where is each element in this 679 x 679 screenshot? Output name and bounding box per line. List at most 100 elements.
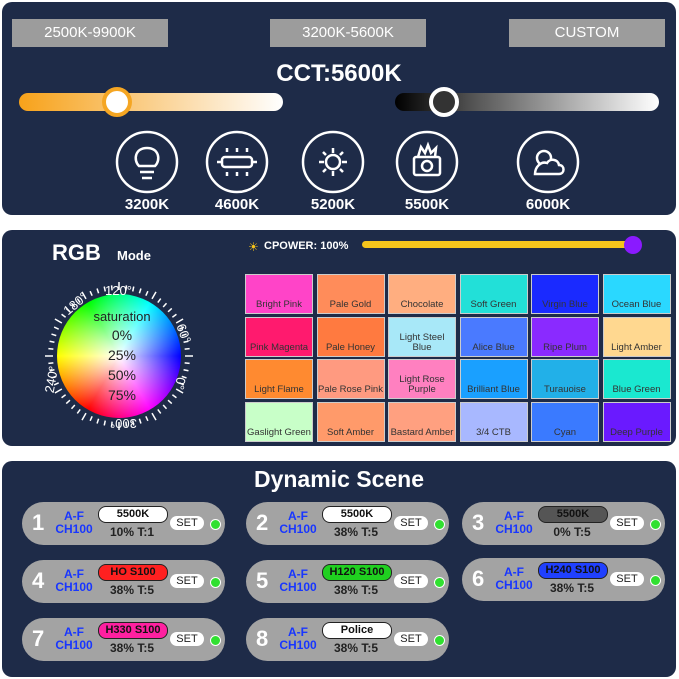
scene-info: 38% T:5	[109, 583, 155, 597]
wheel-ticks	[45, 282, 193, 430]
scene-index: 4	[32, 568, 45, 593]
color-swatch[interactable]: Ripe Plum	[531, 316, 599, 357]
wheel-tick	[96, 288, 100, 294]
scene-index: 6	[472, 566, 485, 591]
wheel-tick	[61, 313, 67, 318]
status-dot	[434, 635, 445, 646]
scene-info: 38% T:5	[549, 581, 595, 595]
scene-channel: CH100	[279, 522, 317, 536]
slider-knob[interactable]	[429, 87, 459, 117]
color-swatch[interactable]: Pale Honey	[316, 316, 385, 357]
wheel-tick	[175, 388, 184, 394]
rgb-panel: RGB Mode ☀ CPOWER: 100% saturation 0% 25…	[2, 230, 676, 446]
color-swatch[interactable]: Bastard Amber	[388, 401, 456, 442]
color-swatch[interactable]: Pink Magenta	[245, 316, 313, 357]
angle-label: 300°	[110, 416, 137, 431]
color-swatch[interactable]: Bright Pink	[245, 274, 313, 314]
set-button[interactable]: SET	[394, 516, 428, 530]
dynamic-title: Dynamic Scene	[253, 466, 425, 492]
scene-tag: Police	[322, 622, 392, 639]
scene-range: A-F	[64, 625, 84, 639]
color-swatch[interactable]: Light Flame	[245, 359, 313, 399]
sat-level: 50%	[107, 367, 137, 383]
set-button[interactable]: SET	[394, 632, 428, 646]
scene-tag: 5500K	[98, 506, 168, 523]
wheel-tick	[81, 412, 87, 421]
cpower-knob[interactable]	[624, 236, 642, 254]
preset-label: 5500K	[404, 196, 450, 213]
wheel-tick	[183, 340, 189, 344]
wheel-tick	[76, 408, 81, 414]
color-swatch[interactable]: Alice Blue	[459, 316, 528, 357]
color-swatch[interactable]: Brilliant Blue	[459, 359, 528, 399]
color-swatch[interactable]: Soft Amber	[316, 401, 385, 442]
brightness-slider[interactable]	[395, 93, 659, 111]
color-swatch[interactable]: Deep Purple	[602, 401, 671, 442]
tab[interactable]: CUSTOM	[509, 19, 665, 47]
scene-info: 10% T:1	[109, 525, 155, 539]
scene-card[interactable]: 7 A-F CH100 H330 S100 38% T:5 SET	[22, 618, 225, 661]
wheel-tick	[162, 302, 168, 308]
color-swatch[interactable]: Cyan	[531, 401, 599, 442]
color-swatch[interactable]: Light Steel Blue	[388, 316, 456, 357]
scene-card[interactable]: 1 A-F CH100 5500K 10% T:1 SET	[22, 502, 225, 545]
cpower-slider[interactable]	[362, 241, 634, 248]
set-button[interactable]: SET	[170, 632, 204, 646]
tab[interactable]: 3200K-5600K	[270, 19, 426, 47]
set-button[interactable]: SET	[610, 516, 644, 530]
scene-channel: CH100	[55, 522, 93, 536]
set-button[interactable]: SET	[394, 574, 428, 588]
wheel-tick	[89, 415, 93, 422]
slider-knob[interactable]	[102, 87, 132, 117]
scene-card[interactable]: 4 A-F CH100 HO S100 38% T:5 SET	[22, 560, 225, 603]
wheel-tick	[70, 404, 76, 410]
color-swatch[interactable]: Soft Green	[459, 274, 528, 314]
wheel-tick	[51, 333, 57, 337]
angle-label: 0°	[171, 376, 189, 391]
scene-index: 8	[256, 626, 269, 651]
color-swatch[interactable]: Light Rose Purple	[388, 359, 456, 399]
wheel-tick	[54, 388, 63, 394]
color-swatch[interactable]: Light Amber	[602, 316, 671, 357]
wheel-tick	[145, 290, 149, 297]
color-swatch[interactable]: 3/4 CTB	[459, 401, 528, 442]
scene-index: 7	[32, 626, 45, 651]
set-button[interactable]: SET	[170, 516, 204, 530]
color-swatch[interactable]: Blue Green	[602, 359, 671, 399]
scene-index: 5	[256, 568, 269, 593]
color-swatch[interactable]: Pale Rose Pink	[316, 359, 385, 399]
rgb-mode: Mode	[117, 248, 151, 263]
cct-slider[interactable]	[19, 93, 283, 111]
scene-card[interactable]: 3 A-F CH100 5500K 0% T:5 SET	[462, 502, 665, 545]
color-wheel[interactable]	[57, 294, 181, 418]
scene-card[interactable]: 2 A-F CH100 5500K 38% T:5 SET	[246, 502, 449, 545]
color-swatch[interactable]: Virgin Blue	[531, 274, 599, 314]
set-button[interactable]: SET	[170, 574, 204, 588]
status-dot	[210, 635, 221, 646]
scene-tag: 5500K	[538, 506, 608, 523]
cct-panel: 2500K-9900K 3200K-5600K CUSTOM CCT:5600K…	[2, 2, 676, 215]
sat-level: 0%	[111, 327, 133, 343]
wheel-tick	[171, 394, 177, 399]
set-button[interactable]: SET	[610, 572, 644, 586]
scene-tag: H330 S100	[98, 622, 168, 639]
color-swatch[interactable]: Pale Gold	[316, 274, 385, 314]
color-swatch[interactable]: Ocean Blue	[602, 274, 671, 314]
wheel-tick	[53, 326, 60, 330]
wheel-tick	[157, 408, 162, 414]
wheel-tick	[96, 418, 100, 424]
color-swatch[interactable]: Gaslight Green	[245, 401, 313, 442]
sun-icon: ☀	[248, 240, 259, 254]
color-swatch[interactable]: Turauoise	[531, 359, 599, 399]
wheel-tick	[184, 347, 190, 350]
scene-card[interactable]: 5 A-F CH100 H120 S100 38% T:5 SET	[246, 560, 449, 603]
scene-info: 38% T:5	[333, 583, 379, 597]
tab[interactable]: 2500K-9900K	[12, 19, 168, 47]
scene-card[interactable]: 6 A-F CH100 H240 S100 38% T:5 SET	[462, 558, 665, 601]
scene-info: 38% T:5	[333, 525, 379, 539]
wheel-tick	[151, 412, 157, 421]
wheel-tick	[48, 347, 54, 350]
color-swatch[interactable]: Chocolate	[388, 274, 456, 314]
scene-card[interactable]: 8 A-F CH100 Police 38% T:5 SET	[246, 618, 449, 661]
wheel-tick	[178, 382, 185, 386]
